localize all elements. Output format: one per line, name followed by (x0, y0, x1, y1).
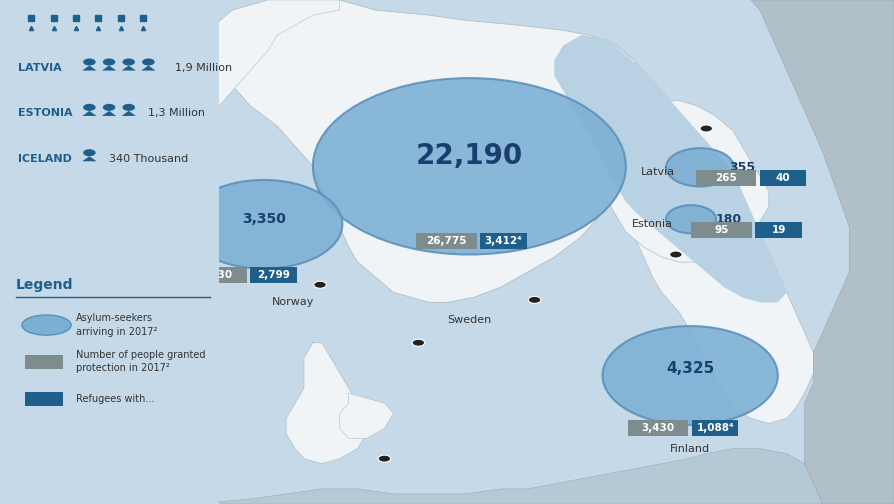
Text: Asylum-seekers
arriving in 2017²: Asylum-seekers arriving in 2017² (76, 313, 157, 337)
Polygon shape (141, 66, 156, 71)
FancyBboxPatch shape (25, 392, 63, 406)
Circle shape (122, 58, 135, 66)
Circle shape (666, 148, 734, 186)
Polygon shape (340, 393, 393, 438)
Text: Latvia: Latvia (641, 167, 675, 177)
Circle shape (142, 58, 155, 66)
FancyBboxPatch shape (692, 420, 738, 436)
Text: Refugees with...: Refugees with... (76, 394, 155, 404)
FancyBboxPatch shape (696, 170, 756, 186)
Text: 1,9 Million: 1,9 Million (175, 63, 232, 73)
Polygon shape (102, 66, 116, 71)
Polygon shape (82, 111, 97, 116)
Circle shape (314, 281, 326, 288)
Text: LATVIA: LATVIA (18, 63, 62, 73)
Text: 340 Thousand: 340 Thousand (109, 154, 189, 164)
Text: 22,190: 22,190 (416, 142, 523, 170)
FancyBboxPatch shape (480, 233, 527, 249)
Text: 2,799: 2,799 (257, 270, 290, 280)
Circle shape (528, 296, 541, 303)
Circle shape (313, 78, 626, 255)
FancyBboxPatch shape (25, 355, 63, 369)
FancyBboxPatch shape (416, 233, 477, 249)
Text: ICELAND: ICELAND (18, 154, 72, 164)
Circle shape (666, 205, 716, 233)
Polygon shape (599, 101, 769, 262)
Ellipse shape (178, 96, 189, 105)
Circle shape (185, 180, 342, 269)
Polygon shape (188, 0, 340, 242)
Circle shape (412, 339, 425, 346)
Text: Finland: Finland (670, 444, 710, 454)
Polygon shape (82, 156, 97, 161)
Text: 355: 355 (729, 161, 755, 174)
Text: 1,088⁴: 1,088⁴ (696, 423, 734, 433)
Ellipse shape (187, 59, 203, 72)
Text: Estonia: Estonia (632, 219, 673, 229)
Ellipse shape (188, 132, 197, 140)
Text: 265: 265 (715, 173, 737, 183)
Ellipse shape (21, 315, 72, 335)
Polygon shape (581, 35, 814, 423)
Text: 4,325: 4,325 (666, 361, 714, 376)
Text: 3,430: 3,430 (641, 423, 675, 433)
Polygon shape (206, 0, 653, 302)
Polygon shape (82, 66, 97, 71)
FancyBboxPatch shape (755, 222, 802, 238)
Text: 40: 40 (776, 173, 790, 183)
Text: 19: 19 (772, 225, 786, 235)
Polygon shape (554, 35, 787, 302)
Circle shape (103, 58, 115, 66)
Circle shape (83, 149, 96, 156)
Text: 3,412⁴: 3,412⁴ (485, 236, 522, 246)
Polygon shape (197, 449, 822, 504)
Polygon shape (751, 0, 894, 504)
Text: 3,430: 3,430 (199, 270, 233, 280)
Text: 26,775: 26,775 (426, 236, 467, 246)
Polygon shape (286, 343, 367, 464)
Text: Norway: Norway (272, 297, 315, 307)
FancyBboxPatch shape (760, 170, 806, 186)
FancyBboxPatch shape (0, 0, 219, 504)
Circle shape (103, 104, 115, 111)
Circle shape (83, 58, 96, 66)
Circle shape (122, 104, 135, 111)
Circle shape (378, 455, 391, 462)
Circle shape (603, 326, 778, 425)
Polygon shape (122, 111, 136, 116)
Text: Sweden: Sweden (447, 315, 492, 325)
Text: Legend: Legend (16, 278, 73, 292)
FancyBboxPatch shape (691, 222, 752, 238)
Text: 180: 180 (715, 213, 742, 226)
Circle shape (670, 251, 682, 258)
Text: 1,3 Million: 1,3 Million (148, 108, 206, 118)
Circle shape (700, 125, 713, 132)
FancyBboxPatch shape (628, 420, 688, 436)
Text: 95: 95 (714, 225, 729, 235)
Text: 3,350: 3,350 (241, 212, 286, 226)
Text: Number of people granted
protection in 2017²: Number of people granted protection in 2… (76, 350, 206, 373)
Text: ESTONIA: ESTONIA (18, 108, 72, 118)
Polygon shape (102, 111, 116, 116)
FancyBboxPatch shape (250, 267, 297, 283)
Circle shape (83, 104, 96, 111)
FancyBboxPatch shape (186, 267, 247, 283)
Polygon shape (122, 66, 136, 71)
